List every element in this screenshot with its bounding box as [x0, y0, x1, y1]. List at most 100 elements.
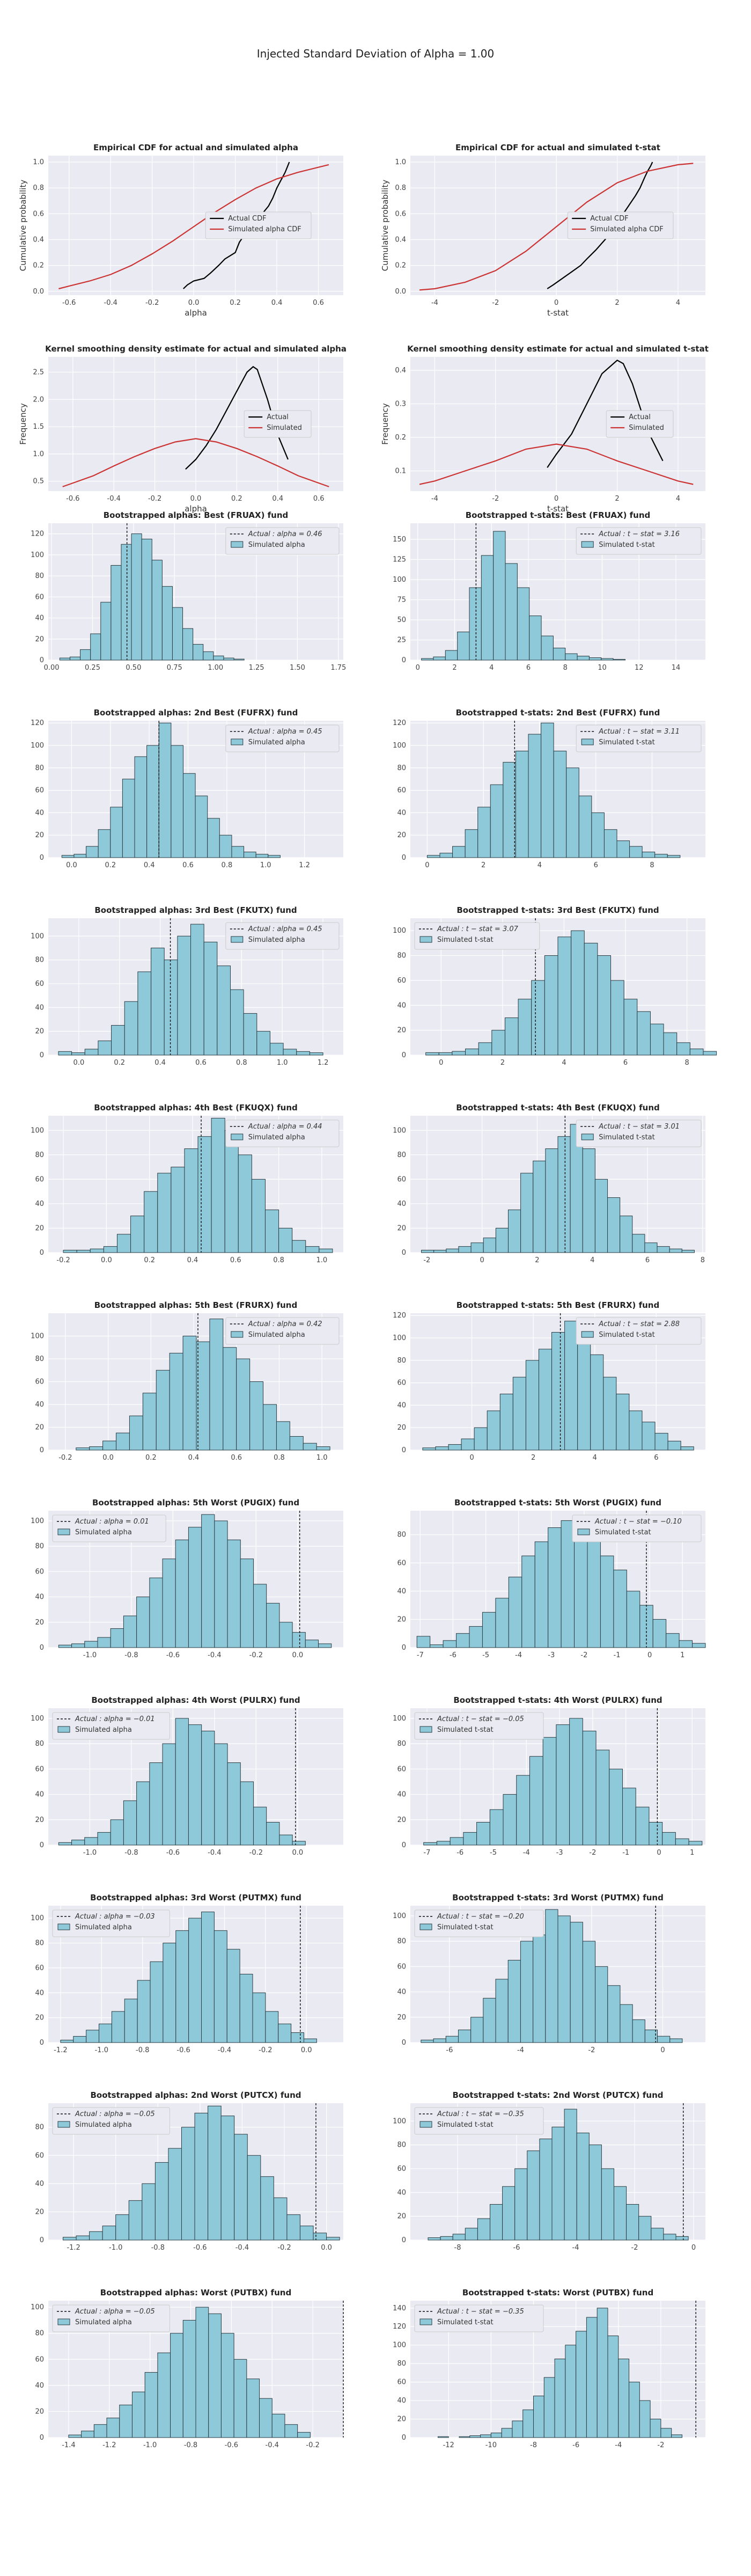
histogram-bar: [564, 1321, 578, 1451]
histogram-bar: [137, 1980, 151, 2043]
histogram-bar: [477, 2218, 491, 2241]
y-tick-label: 40: [35, 1989, 44, 1997]
chart-panel-h_a_4: -0.2 0.0 0.2 0.4 0.6 0.8 1.0 0 20 40 60 80 100 Bootst…: [31, 1103, 343, 1264]
chart-panel-h_a_7: -1.0 -0.8 -0.6 -0.4 -0.2 0.0 0 20 40 60 80 100 Boots…: [31, 1695, 343, 1857]
legend: Actual : alpha = 0.45 Simulated alpha: [225, 922, 340, 950]
x-tick-label: 8: [650, 861, 654, 869]
histogram-bar: [504, 1017, 519, 1056]
x-tick-label: 0.6: [230, 1256, 241, 1264]
histogram-bar: [652, 1619, 667, 1648]
histogram-bar: [163, 1943, 176, 2043]
histogram-bar: [238, 1154, 252, 1253]
y-tick-label: 40: [35, 1593, 44, 1601]
histogram-bar: [76, 1447, 90, 1451]
histogram-bar: [533, 1934, 546, 2043]
legend-label: Simulated alpha: [75, 1923, 132, 1931]
legend-box: [572, 1514, 702, 1542]
histogram-bar: [507, 1960, 521, 2043]
y-tick-label: 2.5: [33, 368, 44, 376]
histogram-bar: [231, 846, 245, 858]
legend-swatch: [419, 2121, 432, 2128]
histogram-bar: [141, 538, 152, 661]
histogram-bar: [211, 1118, 225, 1253]
histogram-bar: [595, 1966, 608, 2043]
histogram-bar: [123, 1800, 137, 1846]
histogram-bar: [76, 2235, 90, 2241]
x-tick-label: 0.0: [102, 1454, 114, 1462]
x-tick-label: -0.4: [235, 2244, 249, 2252]
histogram-bar: [119, 2404, 132, 2438]
histogram-bar: [102, 1440, 117, 1451]
legend-swatch: [581, 541, 594, 548]
x-tick-label: -1: [614, 1651, 621, 1659]
x-tick-label: -0.2: [145, 299, 159, 307]
histogram-bar: [660, 2428, 672, 2438]
panel-title: Bootstrapped alphas: 3rd Best (FKUTX) fu…: [94, 905, 297, 915]
histogram-bar: [503, 1794, 517, 1846]
histogram-bar: [249, 1381, 264, 1451]
y-tick-label: 100: [393, 1715, 406, 1723]
x-tick-label: 12: [635, 664, 644, 672]
histogram-bar: [676, 1042, 690, 1056]
histogram-bar: [423, 1842, 437, 1846]
y-tick-label: 120: [31, 719, 44, 727]
histogram-bar: [557, 1136, 571, 1253]
x-tick-label: 4: [593, 1454, 597, 1462]
histogram-bar: [68, 2434, 82, 2438]
y-tick-label: 150: [393, 536, 406, 544]
histogram-bar: [214, 1520, 228, 1648]
histogram-bar: [452, 1051, 466, 1056]
histogram-bar: [445, 650, 458, 661]
y-tick-label: 120: [393, 2323, 406, 2331]
histogram-bar: [433, 2038, 446, 2043]
histogram-bar: [642, 852, 656, 858]
panel-title: Bootstrapped alphas: 5th Worst (PUGIX) f…: [92, 1498, 299, 1507]
histogram-bar: [642, 1422, 656, 1451]
y-tick-label: 100: [31, 1715, 44, 1723]
x-tick-label: -0.8: [184, 2441, 197, 2449]
panel-title: Bootstrapped t-stats: 3rd Best (FKUTX) f…: [457, 905, 659, 915]
y-tick-label: 60: [397, 1379, 406, 1387]
legend: Actual : alpha = −0.03 Simulated alpha: [52, 1909, 170, 1937]
legend-swatch: [57, 1726, 70, 1733]
histogram-bar: [100, 602, 112, 661]
y-tick-label: 0: [402, 2434, 406, 2442]
y-tick-label: 100: [31, 2303, 44, 2311]
legend-label: Actual : t − stat = 3.16: [598, 530, 680, 538]
histogram-bar: [271, 2413, 285, 2438]
histogram-bar: [122, 779, 135, 858]
histogram-bar: [264, 1209, 279, 1253]
x-tick-label: 0.2: [231, 495, 242, 503]
legend-swatch: [57, 2318, 70, 2325]
histogram-bar: [548, 1527, 562, 1648]
x-tick-label: -1.0: [109, 2244, 122, 2252]
x-tick-label: 0.4: [144, 861, 155, 869]
histogram-bar: [76, 1249, 91, 1253]
y-tick-label: 0: [402, 1446, 406, 1454]
x-tick-label: -0.4: [266, 2441, 279, 2449]
chart-panel-cdf_alpha: -0.6 -0.4 -0.2 0.0 0.2 0.4 0.6 0.0 0.2 0.4 0.6 0.8 1…: [18, 143, 343, 318]
legend: Actual Simulated: [606, 410, 674, 438]
x-tick-label: -0.4: [208, 1849, 221, 1857]
histogram-bar: [639, 1605, 653, 1648]
x-tick-label: 0.2: [114, 1059, 125, 1067]
histogram-bar: [128, 2200, 143, 2241]
x-tick-label: 0: [691, 2244, 696, 2252]
histogram-bar: [703, 1051, 717, 1056]
histogram-bar: [149, 1577, 163, 1648]
x-tick-label: -4: [431, 495, 438, 503]
histogram-bar: [146, 745, 159, 858]
x-tick-label: 8: [684, 1059, 689, 1067]
y-tick-label: 0.1: [395, 467, 406, 475]
histogram-bar: [603, 1377, 617, 1451]
legend-box: [205, 211, 312, 239]
x-tick-label: -8: [454, 2244, 461, 2252]
histogram-bar: [58, 1051, 72, 1056]
y-tick-label: 60: [397, 2165, 406, 2173]
x-tick-label: 6: [526, 664, 531, 672]
y-tick-label: 40: [397, 1587, 406, 1596]
y-tick-label: 60: [397, 2379, 406, 2387]
histogram-bar: [679, 1640, 693, 1648]
